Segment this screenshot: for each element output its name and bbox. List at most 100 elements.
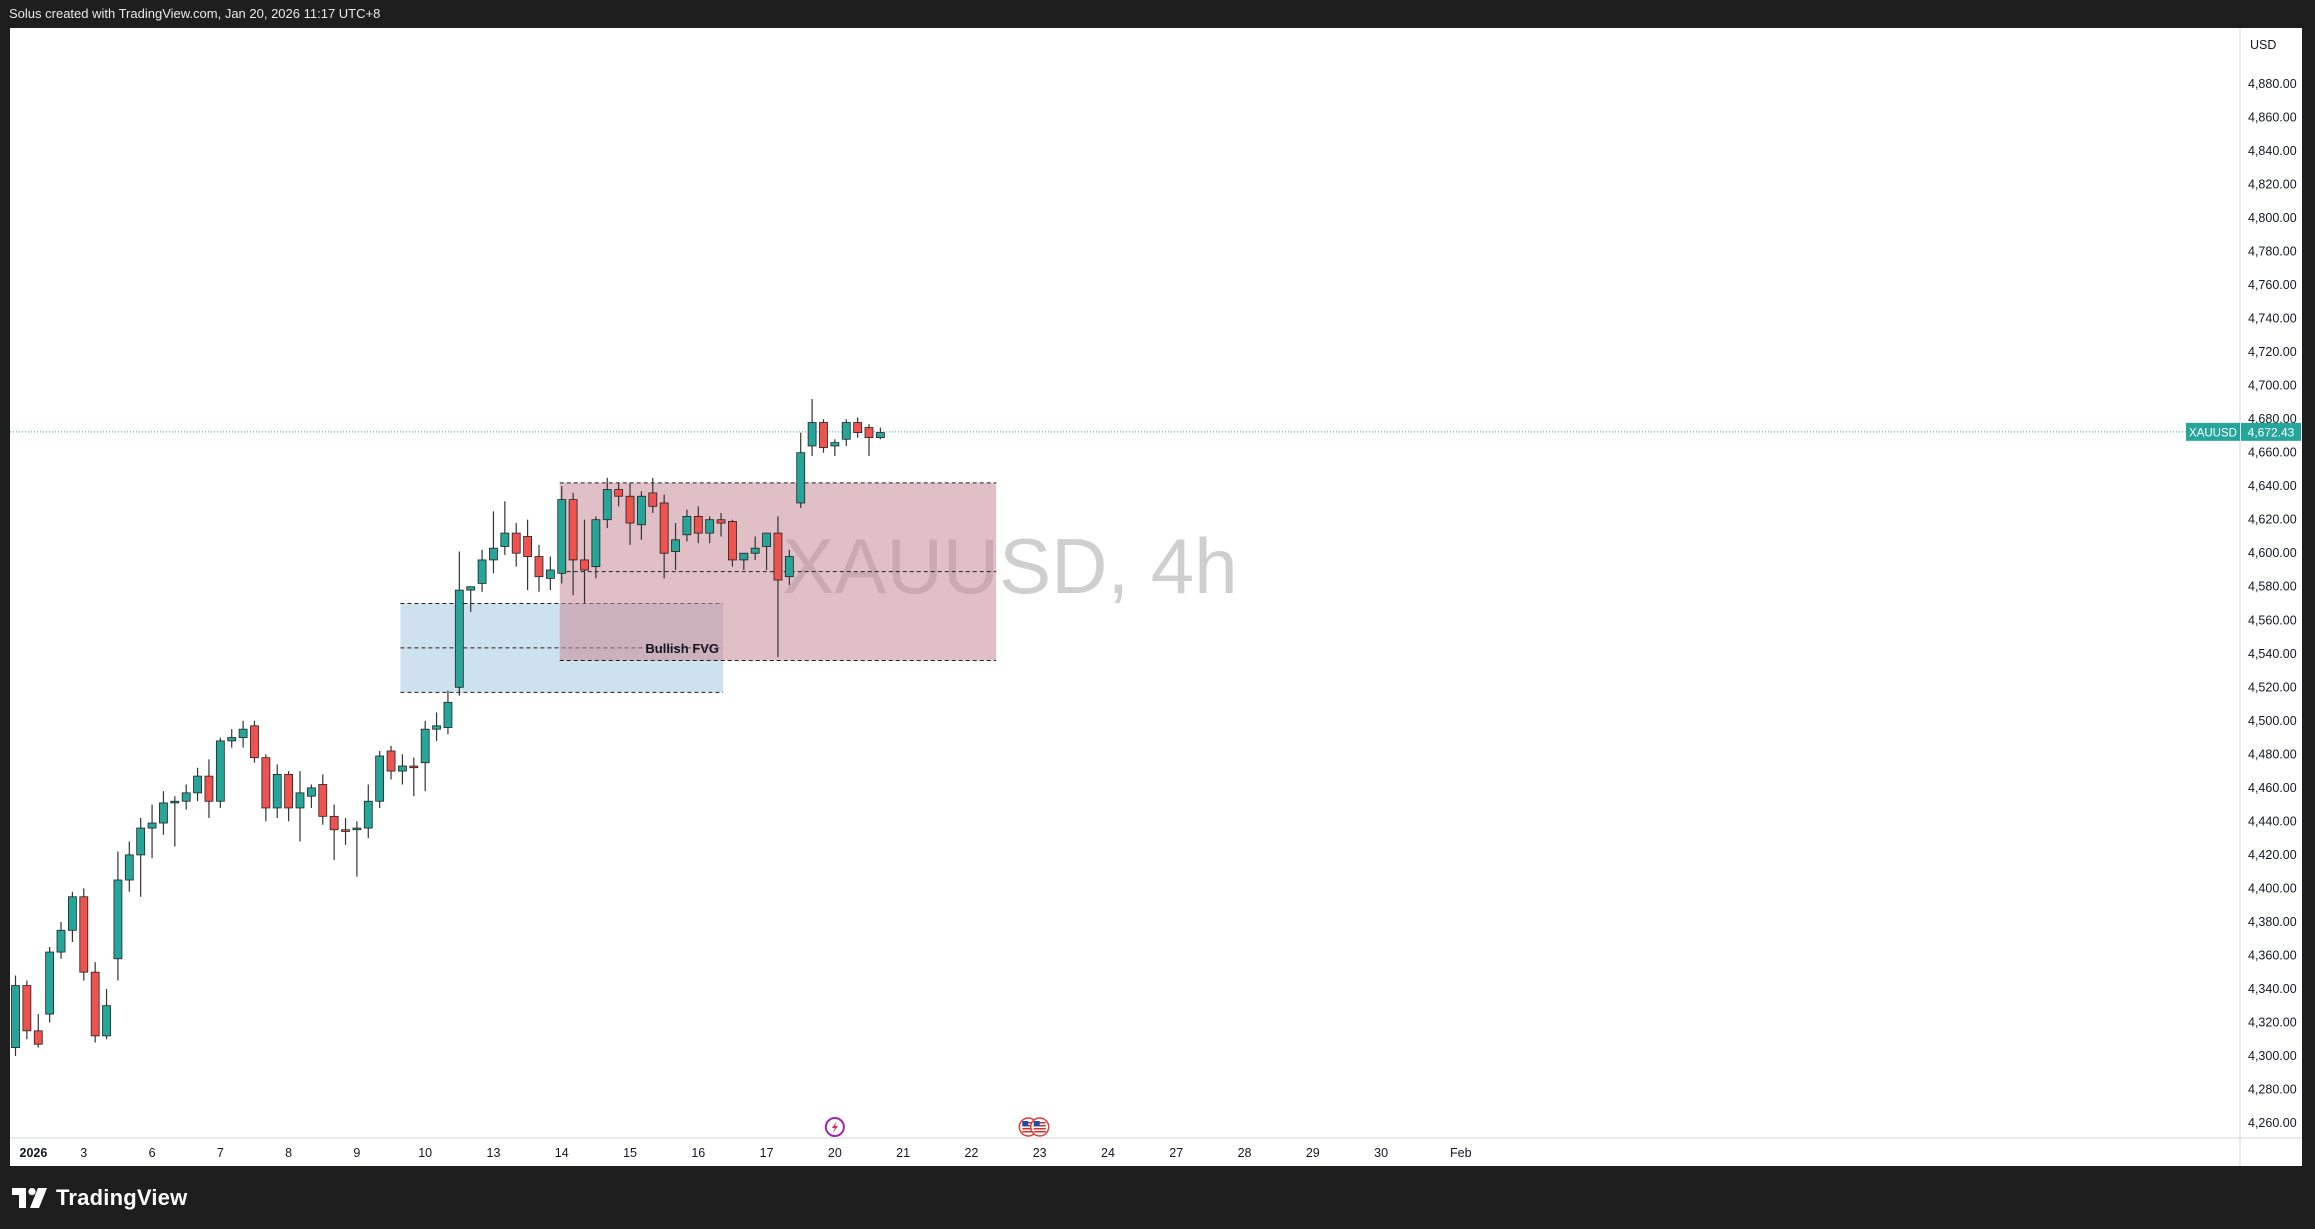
candle[interactable] — [90, 962, 100, 1043]
candle[interactable] — [363, 784, 373, 839]
candle[interactable] — [705, 516, 715, 544]
tradingview-logo[interactable]: TradingView — [12, 1184, 187, 1212]
candle[interactable] — [193, 767, 202, 802]
candle[interactable] — [102, 988, 111, 1040]
price-tick-label: 4,640.00 — [2248, 479, 2297, 493]
candle-body-up — [602, 489, 612, 521]
candle[interactable] — [841, 419, 851, 446]
candle[interactable] — [181, 784, 191, 810]
chart-area[interactable]: XAUUSD, 4h Bullish FVG USD 4,260.00 4,280.… — [10, 28, 2302, 1166]
candle[interactable] — [136, 818, 146, 897]
price-tick-label: 4,580.00 — [2248, 580, 2297, 594]
candle[interactable] — [750, 536, 760, 560]
candle[interactable] — [113, 851, 123, 981]
candle[interactable] — [568, 492, 578, 596]
candle[interactable] — [454, 551, 464, 696]
candle[interactable] — [261, 754, 271, 822]
candle[interactable] — [819, 419, 828, 453]
candle[interactable] — [272, 764, 282, 819]
candle[interactable] — [625, 482, 635, 545]
time-tick-label: 24 — [1101, 1146, 1115, 1160]
candle[interactable] — [591, 516, 601, 579]
candle[interactable] — [682, 509, 692, 542]
us-flag-marker[interactable] — [1029, 1117, 1050, 1137]
candle[interactable] — [853, 417, 863, 438]
candle[interactable] — [227, 729, 237, 748]
candle[interactable] — [796, 432, 806, 508]
candle[interactable] — [739, 552, 749, 570]
candle[interactable] — [534, 544, 544, 592]
candle-body-down — [341, 829, 350, 832]
candle[interactable] — [398, 754, 407, 785]
candle[interactable] — [238, 720, 248, 748]
candle[interactable] — [659, 494, 669, 579]
candle[interactable] — [11, 975, 20, 1056]
candle[interactable] — [511, 523, 521, 567]
last-price-badge[interactable] — [2241, 422, 2301, 441]
candle[interactable] — [79, 888, 89, 981]
candle-body-up — [591, 519, 601, 568]
candle[interactable] — [773, 516, 783, 658]
candle[interactable] — [466, 586, 476, 612]
candle[interactable] — [318, 774, 328, 825]
candle[interactable] — [500, 501, 510, 555]
flash-event-marker[interactable] — [824, 1117, 845, 1137]
candle[interactable] — [295, 771, 305, 842]
candle[interactable] — [432, 712, 441, 741]
flash-icon — [831, 1121, 838, 1133]
candle-body-down — [511, 532, 521, 554]
candle[interactable] — [170, 796, 180, 847]
candle[interactable] — [386, 745, 396, 780]
candle[interactable] — [580, 519, 589, 604]
candle[interactable] — [648, 477, 658, 514]
candle[interactable] — [716, 513, 726, 537]
candle[interactable] — [693, 506, 703, 544]
candle[interactable] — [33, 1014, 43, 1048]
candle[interactable] — [204, 759, 214, 819]
candle[interactable] — [602, 477, 612, 529]
candle[interactable] — [352, 821, 362, 877]
candle[interactable] — [728, 519, 737, 567]
time-tick-label: 20 — [828, 1146, 842, 1160]
candle[interactable] — [56, 921, 66, 959]
candle[interactable] — [830, 439, 840, 457]
candle[interactable] — [284, 771, 294, 822]
symbol-badge[interactable] — [2186, 422, 2240, 441]
candle[interactable] — [306, 784, 316, 808]
candle[interactable] — [671, 523, 680, 570]
candle[interactable] — [215, 737, 225, 808]
candle[interactable] — [341, 818, 350, 845]
candle[interactable] — [489, 511, 498, 574]
candle[interactable] — [875, 427, 885, 440]
candle-body-up — [68, 896, 77, 931]
candle[interactable] — [784, 549, 794, 586]
candle[interactable] — [22, 980, 32, 1040]
candle[interactable] — [329, 804, 339, 860]
candle[interactable] — [545, 556, 555, 591]
candle[interactable] — [420, 720, 430, 792]
candle[interactable] — [409, 757, 419, 797]
candle-body-up — [796, 452, 806, 504]
candle[interactable] — [250, 720, 259, 763]
candle[interactable] — [124, 841, 134, 892]
price-chart[interactable]: XAUUSD, 4h Bullish FVG USD4,260.004,280.… — [10, 28, 2302, 1166]
candle[interactable] — [443, 690, 453, 735]
candle[interactable] — [68, 891, 77, 943]
candle[interactable] — [637, 491, 646, 540]
candle[interactable] — [864, 424, 874, 457]
candle[interactable] — [762, 532, 771, 570]
candle-body-down — [90, 971, 100, 1037]
tradingview-brand-text: TradingView — [56, 1185, 188, 1210]
candle[interactable] — [557, 486, 567, 584]
candle-body-down — [614, 489, 624, 497]
candle[interactable] — [45, 947, 55, 1023]
candle[interactable] — [523, 519, 532, 591]
candle[interactable] — [477, 549, 487, 592]
candle[interactable] — [159, 791, 168, 835]
candle[interactable] — [614, 482, 624, 507]
candle[interactable] — [147, 804, 157, 859]
candle[interactable] — [375, 750, 385, 808]
candle-body-down — [79, 896, 89, 973]
price-tick-label: 4,420.00 — [2248, 848, 2297, 862]
candle[interactable] — [807, 399, 817, 457]
